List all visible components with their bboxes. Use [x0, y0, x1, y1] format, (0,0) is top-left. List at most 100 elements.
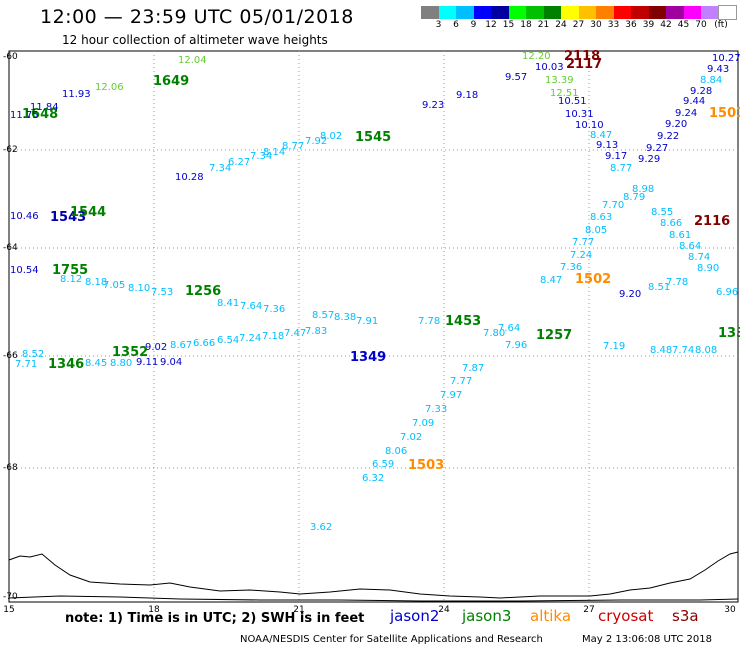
color-scale-label: 33 [607, 20, 620, 30]
page-title: 12:00 — 23:59 UTC 05/01/2018 [40, 6, 354, 28]
wave-height-value: 9.43 [707, 64, 729, 75]
pass-time-label: 2116 [694, 214, 730, 229]
x-axis-label: 27 [583, 605, 595, 615]
wave-height-value: 8.77 [282, 141, 304, 152]
wave-height-value: 9.20 [665, 119, 687, 130]
satellite-legend-cryosat: cryosat [598, 607, 654, 625]
wave-height-value: 8.08 [695, 345, 717, 356]
y-axis-label: -60 [3, 52, 18, 62]
wave-height-value: 7.24 [570, 250, 592, 261]
wave-height-value: 8.47 [540, 275, 562, 286]
pass-time-label: 1544 [70, 205, 106, 220]
wave-height-value: 8.45 [85, 358, 107, 369]
wave-height-value: 8.12 [60, 274, 82, 285]
color-scale-cell [596, 6, 614, 19]
wave-height-value: 8.84 [700, 75, 722, 86]
x-axis-label: 15 [3, 605, 15, 615]
color-scale-cell [421, 6, 439, 19]
wave-height-value: 8.51 [648, 282, 670, 293]
wave-height-value: 11.93 [62, 89, 91, 100]
wave-height-value: 7.05 [103, 280, 125, 291]
wave-height-value: 7.19 [603, 341, 625, 352]
wave-height-value: 7.70 [602, 200, 624, 211]
color-scale-label: 45 [677, 20, 690, 30]
wave-height-value: 7.96 [505, 340, 527, 351]
wave-height-value: 12.04 [178, 55, 207, 66]
color-scale-label: 27 [572, 20, 585, 30]
wave-height-value: 8.67 [170, 340, 192, 351]
y-axis-label: -70 [3, 592, 18, 602]
color-scale-cell [473, 6, 491, 19]
footnote: note: 1) Time is in UTC; 2) SWH is in fe… [65, 611, 365, 626]
pass-time-label: 1755 [52, 263, 88, 278]
wave-height-value: 8.48 [650, 345, 672, 356]
color-scale-label: 36 [625, 20, 637, 30]
wave-height-value: 7.53 [151, 287, 173, 298]
wave-height-value: 12.51 [550, 88, 579, 99]
wave-height-value: 7.64 [498, 323, 520, 334]
wave-height-value: 7.78 [418, 316, 440, 327]
wave-height-value: 7.02 [400, 432, 422, 443]
color-scale-labels: 3 6 9 12 15 18 21 24 27 30 33 36 39 42 45 70 (ft) [421, 19, 740, 33]
color-scale-label: 3 [435, 20, 442, 30]
pass-time-label: 2117 [566, 57, 602, 72]
wave-height-value: 9.44 [683, 96, 705, 107]
color-scale-cell [491, 6, 509, 19]
wave-height-value: 3.62 [310, 522, 332, 533]
wave-height-value: 10.54 [10, 265, 39, 276]
color-scale-cell [561, 6, 579, 19]
wave-height-value: 9.13 [596, 140, 618, 151]
wave-height-value: 9.28 [690, 86, 712, 97]
y-axis-label: -62 [3, 145, 18, 155]
pass-time-label: 1503 [408, 458, 444, 473]
plot-frame [8, 50, 739, 603]
color-scale-cell [666, 6, 684, 19]
wave-height-value: 9.24 [675, 108, 697, 119]
wave-height-value: 8.66 [660, 218, 682, 229]
wave-height-value: 9.57 [505, 72, 527, 83]
wave-height-value: 6.32 [362, 473, 384, 484]
wave-height-value: 8.64 [679, 241, 701, 252]
wave-height-value: 7.24 [239, 333, 261, 344]
color-scale-cell [526, 6, 544, 19]
pass-time-label: 1336 [718, 326, 740, 341]
color-scale-label: 39 [642, 20, 655, 30]
wave-height-value: 10.46 [10, 211, 39, 222]
wave-height-value: 6.54 [217, 335, 239, 346]
satellite-legend-jason2: jason2 [390, 607, 440, 625]
wave-height-value: 7.97 [440, 390, 462, 401]
pass-time-label: 1349 [350, 350, 386, 365]
wave-height-value: 8.57 [312, 310, 334, 321]
color-scale-label: (ft) [714, 20, 728, 30]
color-scale-label: 12 [485, 20, 497, 30]
wave-height-value: 10.51 [558, 96, 587, 107]
color-scale-label: 42 [660, 20, 672, 30]
color-scale-cell [701, 6, 719, 19]
wave-height-value: 7.78 [666, 277, 688, 288]
color-scale-cell [717, 5, 737, 20]
wave-height-value: 6.96 [716, 287, 738, 298]
wave-height-value: 7.80 [483, 328, 505, 339]
pass-time-label: 1453 [445, 314, 481, 329]
wave-height-value: 9.17 [605, 151, 627, 162]
wave-height-value: 8.02 [320, 131, 342, 142]
pass-time-label: 1257 [536, 328, 572, 343]
wave-height-value: 7.91 [356, 316, 378, 327]
wave-height-value: 12.06 [95, 82, 124, 93]
x-axis-label: 24 [438, 605, 450, 615]
color-scale-cell [683, 6, 701, 19]
wave-height-value: 7.83 [305, 326, 327, 337]
wave-height-value: 7.71 [15, 359, 37, 370]
wave-height-value: 7.77 [572, 237, 594, 248]
color-scale-label: 18 [520, 20, 532, 30]
wave-height-value: 8.05 [585, 225, 607, 236]
color-scale-label: 15 [502, 20, 515, 30]
pass-time-label: 1502 [575, 272, 611, 287]
pass-time-label: 1352 [112, 345, 148, 360]
wave-height-value: 9.22 [657, 131, 679, 142]
wave-height-value: 6.66 [193, 338, 215, 349]
wave-height-value: 9.23 [422, 100, 444, 111]
wave-height-value: 7.09 [412, 418, 434, 429]
color-scale-cell [631, 6, 649, 19]
pass-time-label: 1346 [48, 357, 84, 372]
